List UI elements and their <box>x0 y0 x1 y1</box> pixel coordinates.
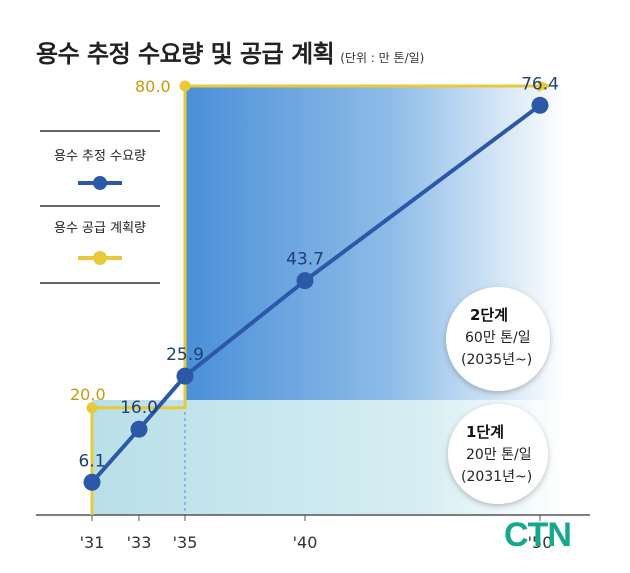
demand-point <box>176 367 194 385</box>
legend: 용수 추정 수요량 용수 공급 계획량 <box>40 130 160 284</box>
stage1-badge-circle <box>448 404 548 504</box>
title-block: 용수 추정 수요량 및 공급 계획 (단위 : 만 톤/일) <box>36 34 424 69</box>
stage2-title: 2단계 <box>470 306 508 324</box>
demand-data-label: 43.7 <box>286 250 324 270</box>
x-tick-label: '50 <box>528 533 553 552</box>
chart-marks: 20.0 80.0 6.1 16.0 25.9 43.7 76.4 '31 '33 '35 '40 '… <box>70 74 559 552</box>
x-tick-label: '35 <box>173 533 198 552</box>
demand-data-label: 76.4 <box>521 74 559 94</box>
supply-label-80: 80.0 <box>135 77 171 96</box>
stage1-title: 1단계 <box>466 423 504 441</box>
stage2-amount: 60만 톤/일 <box>465 330 531 346</box>
demand-point <box>531 96 549 114</box>
ctn-logo: CTN <box>504 516 572 554</box>
x-tick-label: '33 <box>127 533 152 552</box>
supply-line <box>90 84 540 515</box>
x-tick-label: '40 <box>293 533 318 552</box>
supply-arrowhead <box>538 80 552 92</box>
stage1-amount: 20만 톤/일 <box>466 447 532 463</box>
legend-demand-marker <box>93 176 107 190</box>
legend-demand-label: 용수 추정 수요량 <box>54 149 146 164</box>
demand-data-label: 25.9 <box>166 345 204 365</box>
supply-point-80 <box>179 80 191 92</box>
stage2-badge: 2단계 60만 톤/일 (2035년~) <box>446 287 550 391</box>
demand-point <box>296 272 314 290</box>
supply-point-20 <box>86 402 98 414</box>
unit-label: (단위 : 만 톤/일) <box>340 51 425 65</box>
demand-point <box>130 420 148 438</box>
legend-supply-marker <box>93 251 107 265</box>
supply-label-20: 20.0 <box>70 385 106 404</box>
stage1-period: (2031년~) <box>461 469 532 485</box>
stage1-badge: 1단계 20만 톤/일 (2031년~) <box>448 404 548 504</box>
x-tick-label: '31 <box>80 533 105 552</box>
stage2-period: (2035년~) <box>461 352 532 368</box>
legend-supply-label: 용수 공급 계획량 <box>54 221 146 236</box>
demand-data-label: 6.1 <box>78 451 105 471</box>
demand-data-label: 16.0 <box>120 398 158 418</box>
demand-point <box>83 473 101 491</box>
chart-title: 용수 추정 수요량 및 공급 계획 <box>36 40 335 68</box>
stage2-badge-circle <box>446 287 550 391</box>
